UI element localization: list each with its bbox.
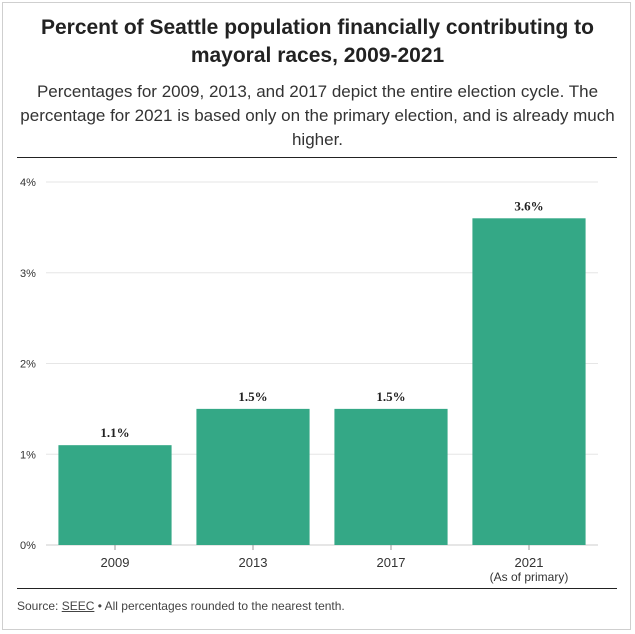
y-tick-label: 4%: [20, 177, 36, 189]
footer-note: • All percentages rounded to the nearest…: [94, 599, 345, 613]
data-label: 1.5%: [376, 389, 405, 404]
chart-title: Percent of Seattle population financiall…: [40, 16, 595, 67]
y-tick-label: 2%: [20, 359, 36, 371]
bar-2021: [472, 218, 586, 546]
data-label: 3.6%: [514, 198, 543, 213]
bar-2013: [196, 408, 310, 545]
chart-subtitle: Percentages for 2009, 2013, and 2017 dep…: [20, 82, 615, 149]
x-tick-label: 2017: [377, 555, 406, 570]
y-axis: 0% 1% 2% 3% 4%: [20, 177, 36, 552]
y-tick-label: 1%: [20, 449, 36, 461]
source-label: Source:: [17, 599, 59, 613]
y-tick-label: 3%: [20, 268, 36, 280]
bar-2017: [334, 408, 448, 545]
x-axis: 2009 2013 2017 2021(As of primary): [101, 545, 569, 584]
y-tick-label: 0%: [20, 540, 36, 552]
header-divider: [17, 157, 617, 158]
x-tick-label: 2013: [239, 555, 268, 570]
source-link[interactable]: SEEC: [61, 599, 95, 613]
bar-2009: [58, 445, 172, 545]
x-tick-label: 2009: [101, 555, 130, 570]
data-label: 1.1%: [100, 425, 129, 440]
data-label: 1.5%: [238, 389, 267, 404]
x-tick-label: 2021: [515, 555, 544, 570]
chart-footer: Source: SEEC • All percentages rounded t…: [17, 588, 617, 613]
x-tick-sublabel: (As of primary): [490, 570, 569, 584]
bars: 1.1% 1.5% 1.5% 3.6%: [58, 198, 586, 546]
